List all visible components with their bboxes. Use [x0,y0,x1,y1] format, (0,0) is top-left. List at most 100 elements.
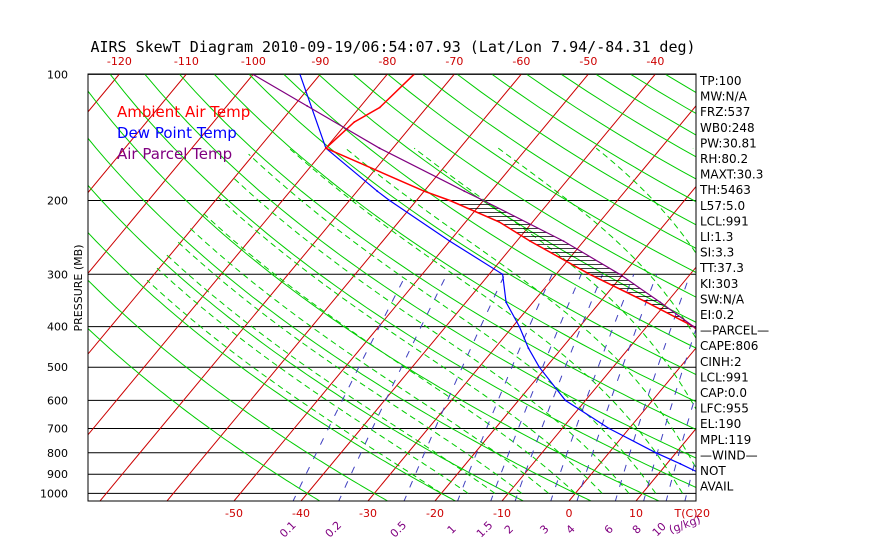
moist-adiabat-line [146,279,442,494]
pressure-tick-label: 200 [47,195,68,208]
index-item: CINH:2 [700,355,742,369]
series-point [679,462,682,465]
bottom-temp-tick-label: -20 [426,507,444,520]
mixing-ratio-line [817,274,864,502]
series-point [766,400,768,402]
mixing-ratio-label: 0.2 [323,519,345,541]
dry-adiabat-line [526,74,696,180]
series-point [740,478,742,480]
mixing-ratio-label: 6 [602,522,616,536]
top-temp-tick-label: -40 [646,55,664,68]
moist-adiabat-line [216,195,603,494]
series-point [739,473,741,475]
moist-adiabat-line [498,147,696,340]
dry-adiabat-line [318,74,696,323]
moist-adiabat-line [413,147,696,411]
mixing-ratio-line [643,327,696,501]
top-temp-tick-label: -110 [174,55,199,68]
dry-adiabat-line [770,74,870,502]
mixing-ratio-line [550,274,635,501]
mixing-ratio-label: 0.5 [388,519,410,541]
dry-adiabat-line [248,74,696,376]
isotherm-line [88,74,187,194]
mixing-ratio-line [514,274,604,501]
dry-adiabat-line [109,74,696,488]
index-item: —PARCEL— [700,324,769,338]
moist-adiabat-line [203,213,576,494]
index-item: TP:100 [699,74,742,88]
series-point [306,105,309,107]
series-point [588,273,591,276]
dry-adiabat-line [88,90,661,501]
isotherm-line [88,74,254,275]
dry-adiabat-line [283,74,696,349]
pressure-tick-label: 900 [47,468,68,481]
pressure-tick-label: 800 [47,447,68,460]
mixing-ratio-line [784,274,836,502]
index-item: LCL:991 [700,370,749,384]
mixing-ratio-label: 8 [630,522,644,536]
dry-adiabat-line [179,74,696,430]
legend-entry: Dew Point Temp [117,124,237,142]
series-point [505,301,507,304]
mixing-ratio-line [614,274,691,501]
bottom-temp-tick-label: -50 [225,507,243,520]
isotherm-line [635,427,696,501]
series-point [449,199,451,202]
mixing-ratio-label: 1 [445,522,459,536]
top-temp-tick-label: -120 [107,55,132,68]
series-point [448,240,451,243]
isotherm-line [99,74,455,501]
moist-adiabat-line [345,147,696,469]
mixing-ratio-label: 10 [650,520,669,539]
series-point [463,190,466,193]
series-point [776,400,778,402]
parcel-energy-hatching [449,200,686,321]
series-point [762,428,764,430]
index-item: FRZ:537 [700,105,750,119]
pressure-tick-label: 100 [47,68,68,81]
top-temp-tick-label: -80 [378,55,396,68]
bottom-temp-unit: T(C) [674,507,698,520]
bottom-temp-tick-label: 0 [566,507,573,520]
series-point [608,427,610,430]
series-point [750,488,752,490]
index-item: LI:1.3 [700,230,733,244]
isotherm-line [434,185,696,501]
series-point [482,199,485,202]
mixing-ratio-line [403,274,506,501]
dry-adiabat-line [214,74,696,403]
index-item: WB0:248 [700,121,755,135]
index-item: MW:N/A [700,90,748,104]
index-item: PW:30.81 [700,136,757,150]
mixing-ratio-label: 0.1 [277,519,299,541]
series-point [756,428,758,430]
mixing-ratio-line [576,274,658,501]
series-point [753,366,755,368]
index-item: CAPE:806 [700,339,758,353]
series-point [518,325,521,328]
series-point [743,366,745,368]
chart-title: AIRS SkewT Diagram 2010-09-19/06:54:07.9… [90,38,695,56]
dry-adiabat-line [88,231,457,501]
bottom-temp-tick-label: 10 [629,507,643,520]
series-point [498,221,500,223]
series-point [774,414,776,416]
series-point [764,384,766,386]
series-point [618,273,621,276]
series-point [755,493,757,495]
moist-adiabat-line [156,267,469,494]
index-item: CAP:0.0 [700,386,747,400]
series-point [527,347,530,349]
index-item: EI:0.2 [700,308,734,322]
index-item: LCL:991 [700,214,749,228]
isotherm-line [770,74,870,501]
legend: Ambient Air Temp Dew Point Temp Air Parcel… [117,103,250,163]
dry-adiabat-line [144,74,696,459]
index-item: LFC:955 [700,402,749,416]
mixing-ratio-label: 3 [537,522,551,536]
bottom-temp-tick-label: -10 [493,507,511,520]
index-item: KI:303 [700,277,738,291]
